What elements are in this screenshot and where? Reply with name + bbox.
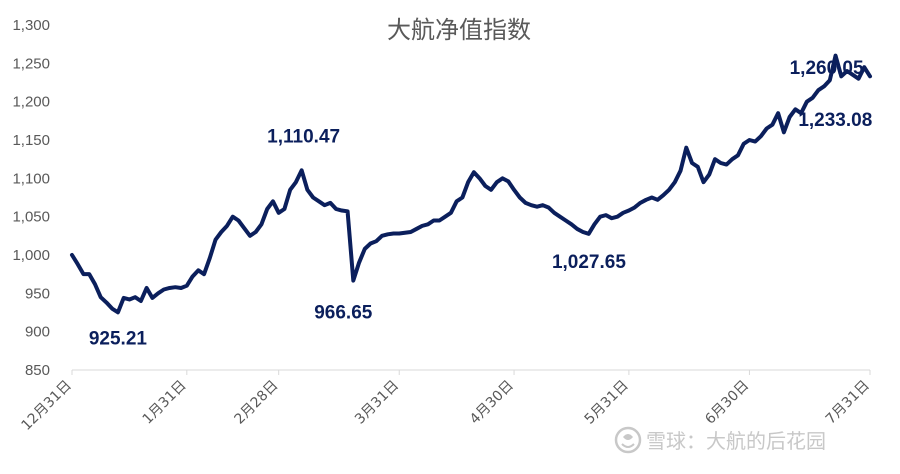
y-axis: 850 900 950 1,000 1,050 1,100 1,150 1,200 1,250 1…	[12, 17, 50, 379]
y-tick-label: 850	[25, 362, 50, 379]
x-tick-label: 12月31日	[19, 378, 75, 434]
snowball-logo-icon	[614, 426, 642, 454]
data-label: 1,027.65	[552, 252, 626, 273]
y-tick-label: 1,250	[12, 55, 50, 72]
annotation-layer: 925.21 1,110.47 966.65 1,027.65 1,260.05 1,23…	[89, 58, 872, 350]
y-tick-label: 950	[25, 285, 50, 302]
data-label: 1,233.08	[798, 110, 872, 131]
y-tick-label: 1,300	[12, 17, 50, 34]
watermark-text: 雪球：大航的后花园	[646, 429, 826, 453]
y-tick-label: 1,150	[12, 132, 50, 149]
series-layer	[70, 53, 872, 315]
y-tick-label: 1,200	[12, 94, 50, 111]
x-axis: 12月31日 1月31日 2月28日 3月31日 4月30日 5月31日 6月30日 7月31…	[19, 369, 873, 434]
x-tick-label: 5月31日	[582, 378, 632, 428]
series-line	[70, 53, 872, 315]
data-label: 1,110.47	[267, 126, 340, 147]
x-tick-label: 7月31日	[823, 378, 873, 428]
data-label: 966.65	[314, 303, 373, 324]
x-tick-label: 4月30日	[467, 378, 517, 428]
y-tick-label: 1,000	[12, 247, 50, 264]
data-label: 1,260.05	[790, 58, 864, 79]
watermark: 雪球：大航的后花园	[614, 426, 826, 454]
y-tick-label: 900	[25, 324, 50, 341]
x-tick-label: 1月31日	[140, 378, 190, 428]
y-tick-label: 1,050	[12, 209, 50, 226]
y-tick-label: 1,100	[12, 170, 50, 187]
data-label: 925.21	[89, 328, 148, 349]
x-tick-label: 3月31日	[352, 378, 402, 428]
x-tick-label: 2月28日	[231, 378, 281, 428]
x-tick-label: 6月30日	[702, 378, 752, 428]
chart-title: 大航净值指数	[387, 16, 531, 44]
